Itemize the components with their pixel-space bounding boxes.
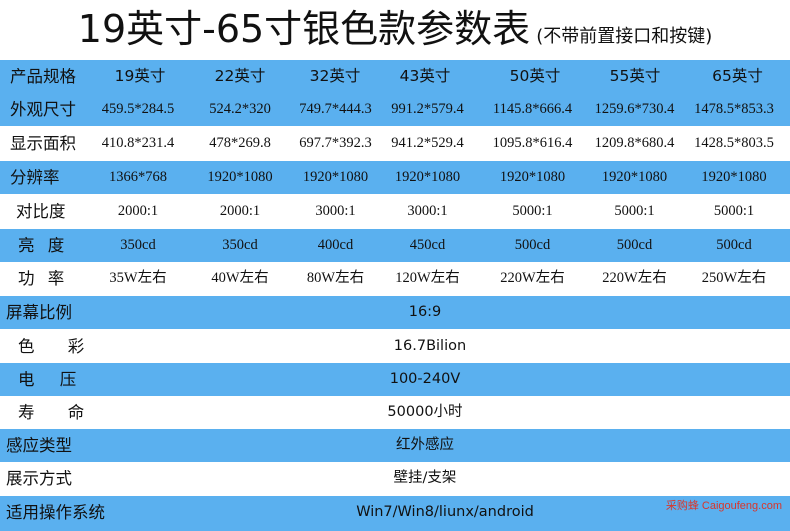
table-row-os: 适用操作系统 Win7/Win8/liunx/android <box>0 496 790 531</box>
header-col-32: 32英寸 <box>309 67 361 85</box>
table-row-mounting: 展示方式 壁挂/支架 <box>0 462 790 495</box>
table-row-lifespan: 寿 命 50000小时 <box>0 396 790 429</box>
row-label: 功 率 <box>18 269 69 288</box>
table-row-contrast: 对比度 2000:1 2000:1 3000:1 3000:1 5000:1 5… <box>0 195 790 228</box>
page-subtitle: (不带前置接口和按键) <box>536 26 713 47</box>
table-cell: 350cd <box>120 237 156 253</box>
table-cell: 1920*1080 <box>394 169 461 185</box>
table-cell: 1920*1080 <box>601 169 668 185</box>
table-row-sensing-type: 感应类型 红外感应 <box>0 429 790 462</box>
row-label: 屏幕比例 <box>6 303 72 322</box>
table-row-brightness: 亮 度 350cd 350cd 400cd 450cd 500cd 500cd … <box>0 229 790 262</box>
table-row-outer-size: 外观尺寸 459.5*284.5 524.2*320 749.7*444.3 9… <box>0 93 790 126</box>
row-label: 适用操作系统 <box>6 503 105 522</box>
table-cell: 1366*768 <box>109 169 167 185</box>
table-cell: 220W左右 <box>500 270 565 286</box>
header-col-50: 50英寸 <box>509 67 561 85</box>
row-label: 展示方式 <box>6 469 72 488</box>
table-cell: 524.2*320 <box>209 101 271 117</box>
table-cell: 5000:1 <box>713 203 755 219</box>
watermark: 采购蜂 Caigoufeng.com <box>665 500 782 512</box>
table-cell: 35W左右 <box>109 270 167 286</box>
table-cell: 5000:1 <box>512 203 553 219</box>
table-cell: 500cd <box>716 237 752 253</box>
table-cell: 1428.5*803.5 <box>694 135 774 151</box>
row-label: 对比度 <box>16 202 66 221</box>
table-cell: 478*269.8 <box>209 135 271 151</box>
table-cell: 400cd <box>317 237 354 253</box>
header-col-55: 55英寸 <box>609 67 661 85</box>
table-cell: 350cd <box>222 237 258 253</box>
table-cell: 壁挂/支架 <box>393 470 457 486</box>
table-cell: 100-240V <box>389 371 461 387</box>
table-cell: 1920*1080 <box>701 169 767 185</box>
table-cell: 红外感应 <box>396 437 454 453</box>
table-cell: 2000:1 <box>117 203 159 219</box>
table-row-display-area: 显示面积 410.8*231.4 478*269.8 697.7*392.3 9… <box>0 127 790 160</box>
table-cell: 1920*1080 <box>302 169 369 185</box>
header-label: 产品规格 <box>10 67 76 86</box>
table-cell: 1920*1080 <box>207 169 273 185</box>
header-col-22: 22英寸 <box>214 67 266 85</box>
table-cell: 450cd <box>409 237 446 253</box>
row-label: 感应类型 <box>6 436 72 455</box>
row-label: 电 压 <box>18 370 87 389</box>
table-cell: 16.7Bilion <box>393 338 467 354</box>
table-cell: 3000:1 <box>407 203 448 219</box>
row-label: 亮 度 <box>18 236 69 255</box>
table-cell: 2000:1 <box>219 203 261 219</box>
table-row-aspect-ratio: 屏幕比例 16:9 <box>0 296 790 329</box>
table-cell: 40W左右 <box>211 270 269 286</box>
table-cell: 1209.8*680.4 <box>594 135 675 151</box>
table-row-voltage: 电 压 100-240V <box>0 363 790 396</box>
page-title: 19英寸-65寸银色款参数表 <box>77 7 531 51</box>
table-cell: 80W左右 <box>306 270 365 286</box>
header-col-65: 65英寸 <box>712 67 763 85</box>
table-cell: 50000小时 <box>387 404 463 420</box>
table-cell: 1478.5*853.3 <box>694 101 774 117</box>
table-cell: 5000:1 <box>614 203 655 219</box>
header-col-19: 19英寸 <box>114 67 166 85</box>
table-cell: 1920*1080 <box>499 169 566 185</box>
table-cell: 991.2*579.4 <box>391 101 464 117</box>
table-cell: 120W左右 <box>395 270 460 286</box>
table-cell: Win7/Win8/liunx/android <box>356 504 534 520</box>
row-label: 外观尺寸 <box>10 100 76 119</box>
table-row-resolution: 分辨率 1366*768 1920*1080 1920*1080 1920*10… <box>0 161 790 194</box>
table-cell: 1145.8*666.4 <box>492 101 573 117</box>
row-label: 分辨率 <box>10 168 60 187</box>
table-cell: 1095.8*616.4 <box>492 135 573 151</box>
table-cell: 500cd <box>514 237 551 253</box>
table-cell: 250W左右 <box>701 270 767 286</box>
table-cell: 410.8*231.4 <box>101 135 175 151</box>
table-cell: 16:9 <box>408 304 442 320</box>
table-cell: 697.7*392.3 <box>299 135 372 151</box>
table-header-row: 产品规格 19英寸 22英寸 32英寸 43英寸 50英寸 55英寸 65英寸 <box>0 60 790 93</box>
table-cell: 941.2*529.4 <box>391 135 464 151</box>
table-row-power: 功 率 35W左右 40W左右 80W左右 120W左右 220W左右 220W… <box>0 262 790 295</box>
table-cell: 500cd <box>616 237 653 253</box>
row-label: 寿 命 <box>18 403 99 422</box>
row-label: 色 彩 <box>18 337 99 356</box>
table-cell: 749.7*444.3 <box>299 101 372 117</box>
row-label: 显示面积 <box>10 134 76 153</box>
table-cell: 3000:1 <box>315 203 356 219</box>
header-col-43: 43英寸 <box>399 67 451 85</box>
table-cell: 459.5*284.5 <box>101 101 175 117</box>
table-row-color: 色 彩 16.7Bilion <box>0 330 790 363</box>
title-bar: 19英寸-65寸银色款参数表 (不带前置接口和按键) <box>0 0 790 58</box>
table-cell: 220W左右 <box>602 270 667 286</box>
table-cell: 1259.6*730.4 <box>594 101 675 117</box>
